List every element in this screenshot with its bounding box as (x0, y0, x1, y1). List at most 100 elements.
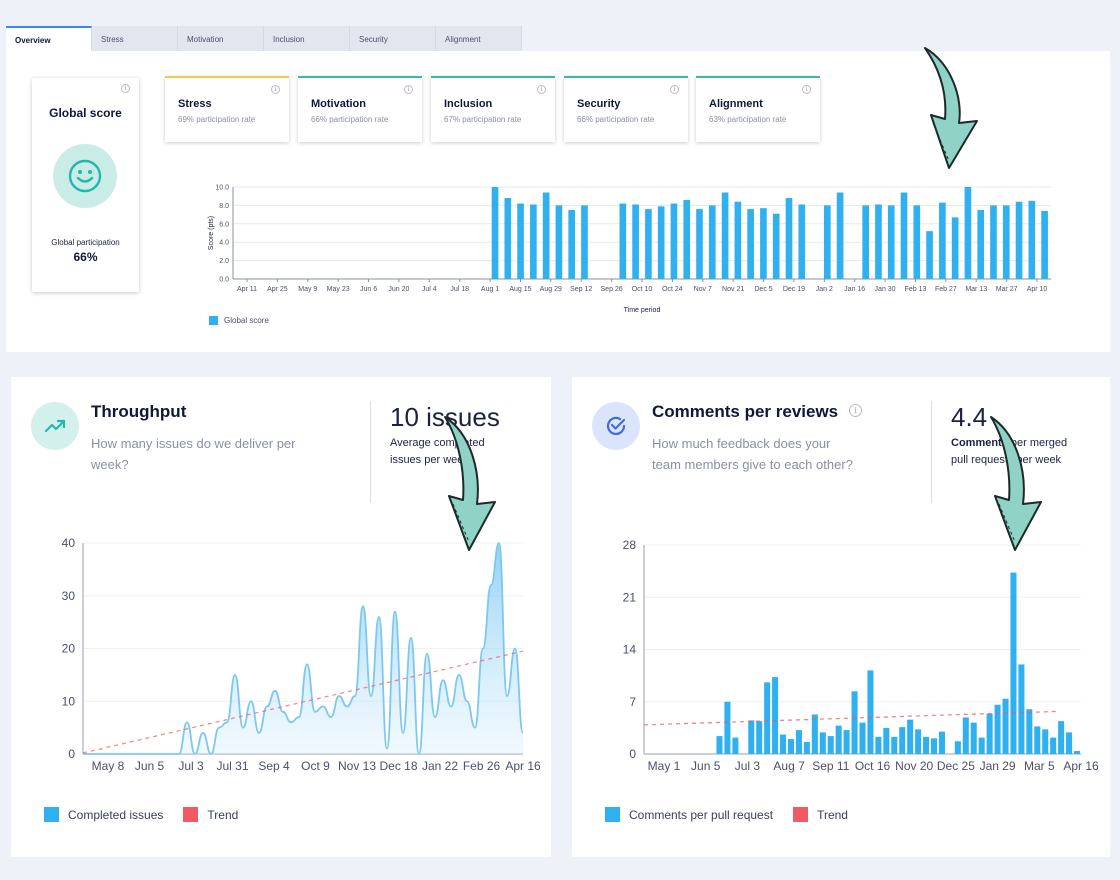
legend-item-trend[interactable]: Trend (183, 807, 238, 822)
x-tick-label: Jul 3 (178, 759, 204, 773)
x-tick-label: Aug 15 (509, 286, 531, 293)
bar (875, 204, 882, 279)
info-icon[interactable]: i (271, 85, 280, 94)
x-tick-label: Aug 7 (773, 759, 805, 773)
x-tick-label: Nov 21 (722, 286, 744, 293)
metric-card-inclusion[interactable]: i Inclusion 67% participation rate (431, 76, 555, 142)
y-tick-label: 28 (623, 538, 637, 552)
x-tick-label: Oct 10 (632, 286, 653, 293)
bar (930, 738, 938, 754)
y-tick-label: 7 (629, 695, 636, 709)
metric-participation: 69% participation rate (178, 115, 256, 124)
x-tick-label: Nov 13 (338, 759, 376, 773)
x-tick-label: May 1 (648, 759, 681, 773)
x-tick-label: Sep 12 (570, 286, 592, 293)
legend-swatch (605, 807, 620, 822)
bar (887, 205, 895, 279)
bar (970, 722, 977, 754)
y-axis-label: Score (pts) (208, 216, 215, 250)
info-icon[interactable]: i (404, 85, 413, 94)
metric-card-alignment[interactable]: i Alignment 63% participation rate (696, 76, 820, 142)
x-tick-label: Dec 19 (783, 286, 805, 293)
legend-item-trend[interactable]: Trend (793, 807, 848, 822)
global-score-chart: 0.0 2.0 4.0 6.0 8.0 10.0 Apr 11 Apr 25 May 9 May … (208, 185, 1051, 314)
y-tick-label: 10.0 (215, 185, 229, 192)
tab-motivation[interactable]: Motivation (178, 26, 264, 51)
x-tick-label: Jul 4 (422, 286, 437, 293)
y-tick-label: 20 (62, 642, 76, 656)
x-tick-label: Nov 7 (694, 286, 712, 293)
tab-security[interactable]: Security (350, 26, 436, 51)
bar (824, 205, 831, 279)
global-score-card[interactable]: i Global score Global participation 66% (32, 78, 139, 292)
bar (939, 202, 946, 279)
y-tick-label: 0 (629, 747, 636, 761)
bar (785, 198, 793, 279)
bar (787, 739, 795, 754)
legend-item-comments[interactable]: Comments per pull request (605, 807, 773, 822)
bar (504, 198, 512, 279)
series-line-completed-issues (82, 542, 524, 755)
global-participation-label: Global participation (51, 238, 120, 247)
bar (915, 729, 922, 754)
metric-card-security[interactable]: i Security 66% participation rate (564, 76, 688, 142)
legend-label: Comments per pull request (629, 807, 774, 822)
bar (760, 208, 767, 279)
bar (1066, 732, 1073, 754)
bar (803, 742, 810, 754)
trend-line (643, 710, 1057, 726)
comments-legend: Comments per pull request Trend (605, 807, 868, 822)
y-tick-label: 30 (62, 589, 76, 603)
x-tick-label: Nov 20 (895, 759, 933, 773)
tab-overview[interactable]: Overview (6, 26, 92, 51)
info-icon[interactable]: i (802, 85, 811, 94)
bar (990, 205, 997, 279)
bar (954, 741, 961, 754)
overview-panel: i Global score Global participation 66% … (6, 47, 1110, 352)
info-icon[interactable]: i (121, 84, 130, 93)
tab-bar: Overview Stress Motivation Inclusion Sec… (6, 26, 522, 51)
tab-inclusion[interactable]: Inclusion (264, 26, 350, 51)
metric-card-stress[interactable]: i Stress 69% participation rate (165, 76, 289, 142)
legend-swatch (44, 807, 59, 822)
y-tick-label: 14 (623, 643, 637, 657)
throughput-title: Throughput (91, 402, 187, 421)
x-tick-label: Apr 25 (267, 286, 288, 293)
tab-alignment[interactable]: Alignment (436, 26, 522, 51)
x-tick-label: Jun 5 (691, 759, 721, 773)
x-tick-label: Mar 27 (996, 286, 1018, 293)
y-tick-label: 6.0 (219, 221, 229, 228)
bar (555, 205, 563, 279)
tab-stress[interactable]: Stress (92, 26, 178, 51)
bar (724, 701, 731, 754)
bar (899, 727, 906, 754)
bar (891, 736, 898, 754)
info-icon[interactable]: i (849, 404, 862, 417)
info-icon[interactable]: i (537, 85, 546, 94)
y-tick-label: 4.0 (219, 240, 229, 247)
x-tick-label: Apr 16 (1063, 759, 1099, 773)
trending-up-icon (31, 402, 79, 450)
bar (780, 734, 787, 754)
bar (632, 204, 639, 279)
legend-item-completed[interactable]: Completed issues (44, 807, 163, 822)
info-icon[interactable]: i (670, 85, 679, 94)
bar (748, 720, 755, 754)
x-tick-label: Jan 16 (844, 286, 865, 293)
bar (1015, 201, 1023, 279)
bar (795, 730, 802, 754)
bar (1041, 210, 1048, 279)
bar (1018, 664, 1025, 754)
bar (1074, 751, 1081, 754)
bar (1034, 726, 1041, 754)
bar (1042, 729, 1049, 754)
bar (772, 213, 780, 279)
x-tick-label: Dec 5 (754, 286, 772, 293)
divider (931, 401, 932, 503)
bar (645, 209, 652, 279)
x-tick-label: Aug 1 (481, 286, 499, 293)
bar (862, 205, 869, 279)
metric-card-motivation[interactable]: i Motivation 66% participation rate (298, 76, 422, 142)
y-tick-label: 21 (623, 590, 637, 604)
x-tick-label: May 23 (327, 286, 350, 293)
